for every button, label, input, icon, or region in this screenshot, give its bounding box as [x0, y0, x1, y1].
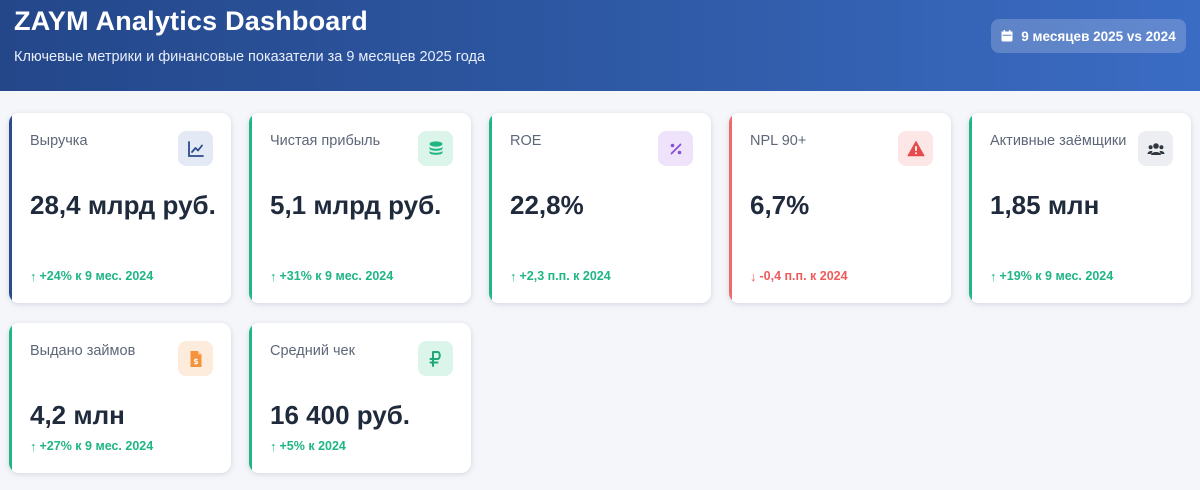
page-subtitle: Ключевые метрики и финансовые показатели…: [14, 49, 486, 65]
metric-change-text: +19% к 9 мес. 2024: [999, 269, 1114, 283]
metric-value: 5,1 млрд руб.: [270, 190, 442, 220]
calendar-icon: [1001, 30, 1013, 42]
arrow-up-icon: ↑: [990, 268, 997, 284]
arrow-up-icon: ↑: [270, 268, 277, 284]
metric-label: Выручка: [30, 133, 88, 149]
metric-change-text: +2,3 п.п. к 2024: [519, 269, 611, 283]
metric-change: ↑ +31% к 9 мес. 2024: [270, 269, 393, 283]
metric-label: Чистая прибыль: [270, 133, 381, 149]
arrow-up-icon: ↑: [510, 268, 517, 284]
period-selector-button[interactable]: 9 месяцев 2025 vs 2024: [991, 19, 1186, 53]
metric-value: 4,2 млн: [30, 400, 125, 430]
metric-card-loans-issued[interactable]: Выдано займов $ 4,2 млн ↑ +27% к 9 мес. …: [9, 323, 231, 473]
metric-value: 16 400 руб.: [270, 400, 411, 430]
metric-value: 22,8%: [510, 190, 584, 220]
metric-change-text: +5% к 2024: [279, 439, 346, 453]
ruble-sign-icon: [418, 341, 453, 376]
metric-change: ↑ +5% к 2024: [270, 439, 346, 453]
arrow-down-icon: ↓: [750, 268, 757, 284]
percent-icon: [658, 131, 693, 166]
metric-change: ↓ -0,4 п.п. к 2024: [750, 269, 848, 283]
chart-line-icon: [178, 131, 213, 166]
arrow-up-icon: ↑: [30, 268, 37, 284]
period-label: 9 месяцев 2025 vs 2024: [1021, 28, 1176, 44]
metric-label: Средний чек: [270, 343, 355, 359]
metric-card-active-borrowers[interactable]: Активные заёмщики 1,85 млн ↑ +19% к 9 ме…: [969, 113, 1191, 303]
users-icon: [1138, 131, 1173, 166]
metric-change: ↑ +19% к 9 мес. 2024: [990, 269, 1113, 283]
metric-change-text: +31% к 9 мес. 2024: [279, 269, 394, 283]
metric-card-npl[interactable]: NPL 90+ 6,7% ↓ -0,4 п.п. к 2024: [729, 113, 951, 303]
metric-card-revenue[interactable]: Выручка 28,4 млрд руб. ↑ +24% к 9 мес. 2…: [9, 113, 231, 303]
metric-change-text: +27% к 9 мес. 2024: [39, 439, 154, 453]
arrow-up-icon: ↑: [270, 438, 277, 454]
metric-value: 1,85 млн: [990, 190, 1100, 220]
dashboard-header: ZAYM Analytics Dashboard Ключевые метрик…: [0, 0, 1200, 91]
metric-card-net-profit[interactable]: Чистая прибыль 5,1 млрд руб. ↑ +31% к 9 …: [249, 113, 471, 303]
invoice-dollar-icon: $: [178, 341, 213, 376]
metric-label: Активные заёмщики: [990, 133, 1127, 149]
metric-change-text: -0,4 п.п. к 2024: [759, 269, 848, 283]
metric-change: ↑ +27% к 9 мес. 2024: [30, 439, 153, 453]
coins-icon: [418, 131, 453, 166]
metric-label: Выдано займов: [30, 343, 136, 359]
page-title: ZAYM Analytics Dashboard: [14, 6, 368, 36]
metric-value: 28,4 млрд руб.: [30, 190, 216, 220]
metric-change: ↑ +2,3 п.п. к 2024: [510, 269, 611, 283]
svg-text:$: $: [193, 357, 198, 366]
metric-change-text: +24% к 9 мес. 2024: [39, 269, 154, 283]
metric-card-roe[interactable]: ROE 22,8% ↑ +2,3 п.п. к 2024: [489, 113, 711, 303]
metric-value: 6,7%: [750, 190, 810, 220]
metric-label: ROE: [510, 133, 542, 149]
metric-card-average-check[interactable]: Средний чек 16 400 руб. ↑ +5% к 2024: [249, 323, 471, 473]
metric-change: ↑ +24% к 9 мес. 2024: [30, 269, 153, 283]
warning-triangle-icon: [898, 131, 933, 166]
metric-label: NPL 90+: [750, 133, 807, 149]
arrow-up-icon: ↑: [30, 438, 37, 454]
